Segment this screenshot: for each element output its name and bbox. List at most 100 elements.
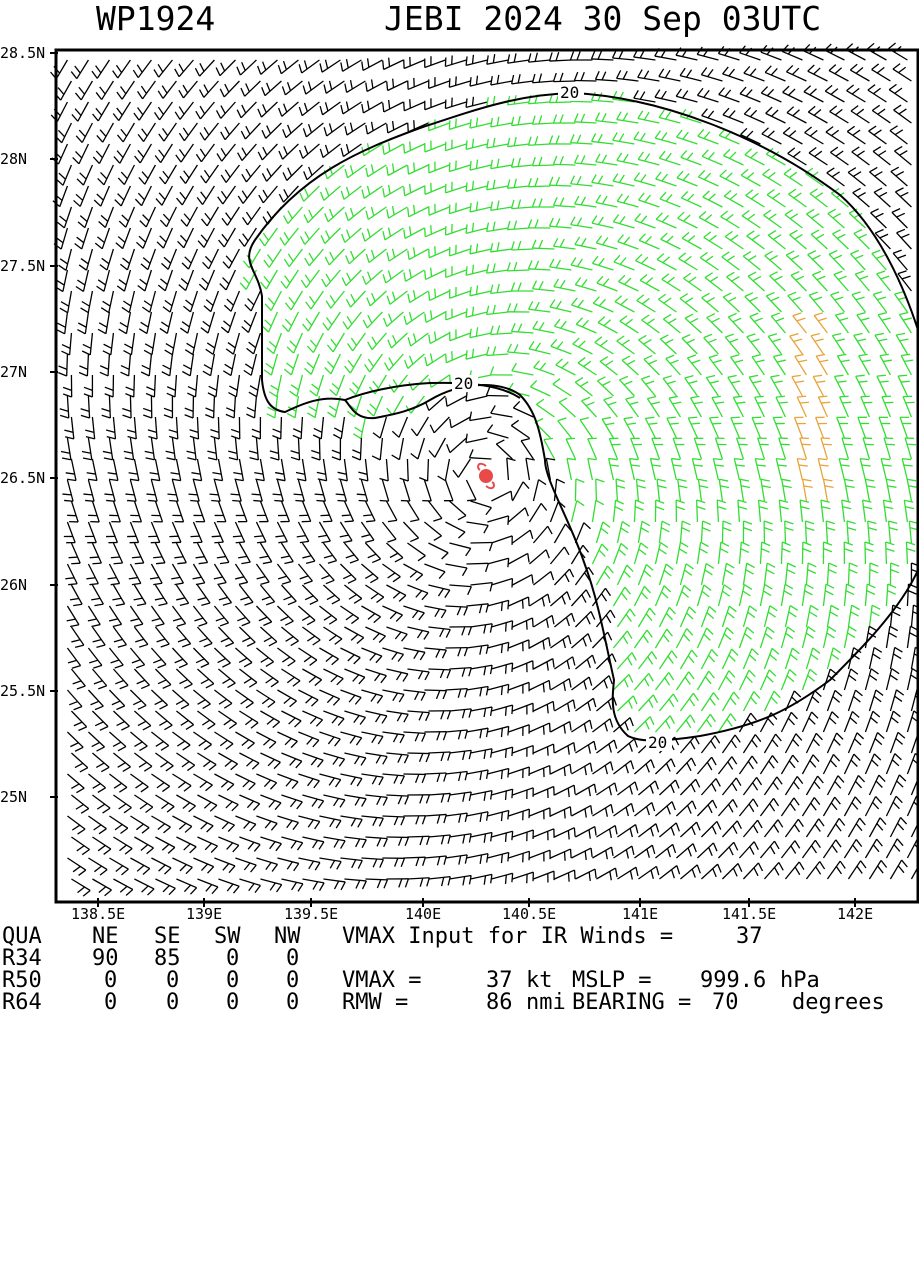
wind-barb	[894, 146, 911, 165]
wind-barb	[113, 795, 131, 813]
lon-label: 140.5E	[502, 906, 556, 922]
wind-barb	[680, 294, 697, 312]
wind-barb	[116, 228, 131, 249]
wind-barb	[342, 501, 354, 522]
wind-barb	[697, 585, 711, 606]
wind-barb	[512, 116, 534, 126]
wind-barb	[209, 480, 220, 501]
wind-barb	[715, 438, 726, 459]
wind-barb	[588, 438, 597, 459]
wind-barb	[120, 249, 134, 270]
wind-barb	[634, 173, 655, 186]
wind-barb	[142, 291, 155, 312]
wind-barb	[761, 87, 781, 102]
wind-barb	[848, 563, 857, 585]
wind-barb	[764, 777, 782, 795]
wind-barb	[262, 81, 282, 96]
wind-barb	[511, 420, 529, 438]
wind-barb	[218, 753, 237, 770]
wind-barb	[246, 396, 256, 418]
wind-barb	[786, 65, 806, 81]
wind-barb	[613, 543, 627, 564]
wind-barb	[311, 438, 320, 460]
wind-barb	[571, 217, 593, 228]
wind-barb	[789, 189, 807, 207]
wind-barb	[806, 819, 824, 837]
wind-barb	[676, 542, 688, 564]
wind-barb	[889, 43, 908, 60]
wind-barb	[150, 564, 162, 585]
wind-barb	[491, 705, 512, 716]
wind-barb	[663, 376, 676, 396]
r64-se: 0	[166, 992, 179, 1014]
wind-barb	[143, 396, 152, 418]
wind-barb	[722, 563, 734, 585]
wind-barb	[146, 480, 157, 501]
wind-barb	[92, 837, 110, 854]
wind-barb	[342, 270, 361, 286]
wind-barb	[508, 344, 530, 354]
wind-barb	[444, 480, 453, 501]
wind-barb	[781, 755, 798, 774]
wind-barb	[117, 123, 134, 142]
wind-barb	[760, 798, 778, 816]
wind-barb	[816, 354, 828, 375]
wind-barb	[239, 711, 258, 728]
wind-barb	[533, 786, 554, 798]
wind-barb	[281, 711, 301, 727]
wind-barb	[617, 153, 639, 165]
wind-barb	[680, 865, 700, 879]
wind-barb	[550, 299, 571, 312]
wind-barb	[764, 734, 781, 753]
wind-barb	[284, 207, 303, 224]
wind-barb	[768, 334, 781, 354]
wind-barb	[797, 459, 807, 480]
wind-barb	[321, 228, 340, 243]
wind-barb	[902, 459, 913, 480]
wind-barb	[529, 723, 550, 735]
wind-barb	[363, 501, 375, 522]
wind-barb	[863, 500, 873, 522]
lat-label: 25.5N	[0, 683, 50, 699]
wind-barb	[372, 438, 382, 460]
wind-barb	[449, 501, 466, 520]
wind-barb	[507, 262, 529, 271]
wind-barb	[176, 144, 194, 162]
wind-barb	[781, 542, 790, 564]
wind-barb	[449, 876, 471, 886]
wind-barb	[206, 333, 219, 354]
wind-barb	[800, 438, 811, 459]
wind-barb	[449, 203, 470, 214]
wind-barb	[275, 522, 287, 543]
wind-barb	[655, 131, 676, 144]
wind-barb	[79, 249, 92, 270]
wind-barb	[575, 611, 594, 627]
wind-barb	[763, 169, 782, 186]
wind-barb	[508, 179, 530, 188]
wind-barb	[155, 627, 169, 647]
wind-barb	[571, 763, 592, 775]
wind-barb	[779, 500, 788, 522]
wind-barb	[639, 193, 660, 207]
wind-barb	[813, 375, 825, 396]
wind-barb	[386, 711, 408, 722]
wind-barb	[228, 438, 237, 460]
wind-barb	[214, 690, 231, 708]
wind-barb	[618, 235, 639, 249]
wind-barb	[821, 500, 831, 522]
wind-barb	[193, 774, 212, 791]
wind-barb	[512, 482, 529, 501]
wind-barb	[424, 606, 446, 618]
wind-barb	[85, 417, 94, 439]
wind-barb	[596, 783, 616, 795]
wind-barb	[785, 648, 799, 669]
wind-barb	[828, 209, 845, 228]
wind-barb	[323, 312, 341, 330]
wind-barb	[155, 585, 167, 605]
wind-barb	[705, 273, 722, 291]
wind-barb	[120, 354, 130, 376]
wind-barb	[345, 123, 365, 135]
wind-barb	[197, 879, 217, 894]
wind-barb	[164, 396, 172, 418]
wind-barb	[893, 64, 911, 81]
